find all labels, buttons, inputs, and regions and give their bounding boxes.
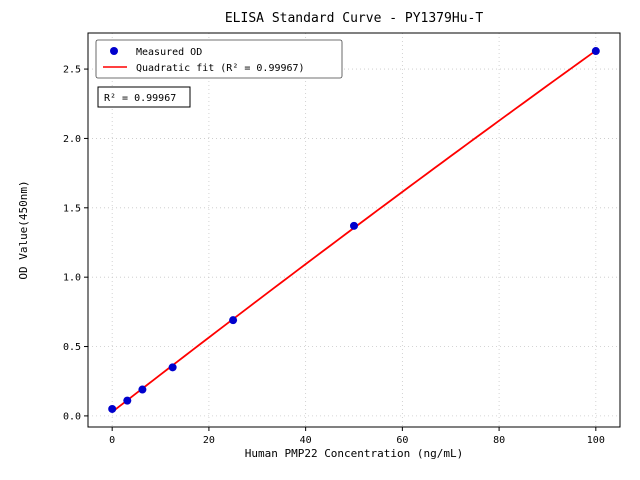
- data-point: [350, 221, 358, 230]
- y-tick-label: 2.5: [63, 65, 81, 76]
- data-point: [168, 363, 177, 372]
- data-point: [138, 385, 147, 394]
- y-tick-label: 0.5: [63, 342, 81, 353]
- y-tick-label: 2.0: [63, 134, 81, 145]
- x-tick-label: 0: [109, 435, 115, 446]
- r-squared-text: R² = 0.99967: [104, 93, 176, 104]
- legend-label-quadratic-fit: Quadratic fit (R² = 0.99967): [136, 63, 305, 74]
- y-tick-label: 0.0: [63, 411, 81, 422]
- x-tick-label: 80: [493, 435, 505, 446]
- y-tick-label: 1.5: [63, 203, 81, 214]
- chart-title: ELISA Standard Curve - PY1379Hu-T: [225, 11, 483, 26]
- x-tick-label: 60: [396, 435, 408, 446]
- measured-od-points: [108, 47, 600, 413]
- legend: Measured OD Quadratic fit (R² = 0.99967): [95, 39, 343, 79]
- x-axis-label: Human PMP22 Concentration (ng/mL): [245, 447, 464, 460]
- data-point: [108, 404, 117, 413]
- axis-ticks: 0 20 40 60 80 100 0.0 0.5 1.0 1.5 2.0 2.5: [63, 65, 605, 446]
- y-axis-label: OD Value(450nm): [17, 180, 30, 279]
- x-tick-label: 20: [203, 435, 215, 446]
- y-tick-label: 1.0: [63, 273, 81, 284]
- legend-box: [95, 39, 343, 79]
- data-point: [591, 47, 600, 56]
- legend-marker-measured-od-icon: [110, 47, 118, 55]
- x-tick-label: 100: [587, 435, 605, 446]
- r-squared-box: [97, 86, 191, 108]
- data-point: [229, 316, 238, 325]
- data-point: [123, 396, 132, 405]
- r-squared-annotation: R² = 0.99967: [97, 86, 191, 108]
- x-tick-label: 40: [300, 435, 312, 446]
- legend-label-measured-od: Measured OD: [136, 47, 202, 58]
- plot-border: [87, 32, 621, 428]
